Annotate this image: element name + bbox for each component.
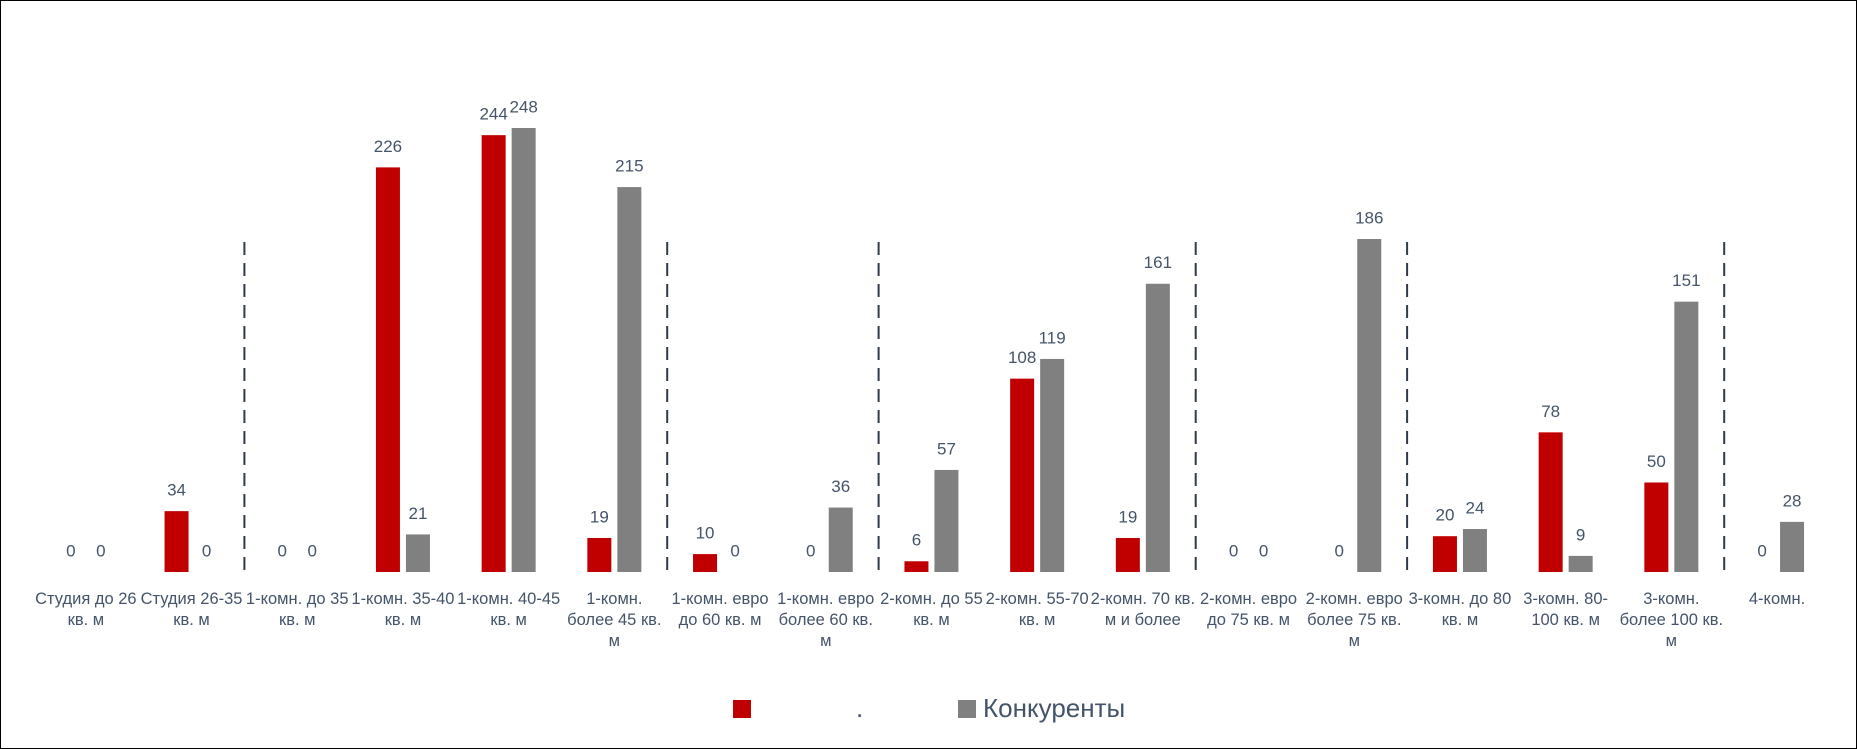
- x-tick-label: 2-комн. евро до 75 кв. м: [1199, 590, 1298, 629]
- bar: [828, 507, 853, 572]
- value-label: 0: [730, 541, 739, 560]
- bar: [617, 187, 642, 573]
- x-tick-label: 2-комн. 70 кв. м и более: [1090, 590, 1196, 629]
- bar: [481, 135, 506, 572]
- x-tick-label: 3-комн. 80-100 кв. м: [1523, 590, 1608, 629]
- x-tick-label: 1-комн. евро до 60 кв. м: [671, 590, 769, 629]
- x-tick-label: 1-комн. более 45 кв. м: [567, 590, 662, 650]
- bar: [1644, 482, 1669, 572]
- bar: [1538, 432, 1563, 572]
- value-label: 28: [1783, 491, 1802, 510]
- legend-swatch: [733, 700, 751, 718]
- value-label: 6: [912, 531, 921, 550]
- value-label: 0: [1335, 541, 1344, 560]
- value-label: 0: [96, 541, 105, 560]
- value-label: 248: [509, 97, 537, 116]
- value-label: 0: [1757, 541, 1766, 560]
- bar: [511, 128, 536, 572]
- value-label: 0: [1259, 541, 1268, 560]
- value-label: 215: [615, 157, 643, 176]
- x-tick-label: Студия до 26 кв. м: [35, 590, 137, 629]
- x-tick-label: 1-комн. евро более 60 кв. м: [777, 590, 875, 650]
- value-label: 244: [479, 105, 507, 124]
- x-tick-label: 2-комн. до 55 кв. м: [880, 590, 983, 629]
- x-tick-label: 1-комн. 35-40 кв. м: [351, 590, 455, 629]
- bar: [1462, 529, 1487, 572]
- value-label: 0: [1229, 541, 1238, 560]
- value-label: 19: [590, 507, 609, 526]
- bar: [1674, 301, 1699, 572]
- value-label: 24: [1465, 499, 1484, 518]
- value-label: 151: [1672, 271, 1700, 290]
- value-label: 21: [408, 504, 427, 523]
- x-tick-label: 1-комн. до 35 кв. м: [245, 590, 349, 629]
- legend-label: Конкуренты: [983, 693, 1126, 723]
- value-label: 226: [374, 137, 402, 156]
- value-label: 119: [1039, 328, 1066, 347]
- bar: [693, 554, 718, 572]
- value-label: 0: [278, 541, 287, 560]
- bar: [164, 511, 189, 572]
- value-label: 0: [66, 541, 75, 560]
- bar: [405, 534, 430, 572]
- value-label: 0: [806, 541, 815, 560]
- value-label: 34: [167, 481, 186, 500]
- x-tick-label: 3-комн. до 80 кв. м: [1408, 590, 1512, 629]
- bar: [1357, 239, 1382, 572]
- x-tick-label: 2-комн. евро более 75 кв. м: [1305, 590, 1403, 650]
- value-label: 108: [1008, 348, 1036, 367]
- bar: [904, 561, 929, 572]
- legend-label: .: [856, 693, 864, 723]
- x-tick-label: 3-комн. более 100 кв. м: [1619, 590, 1724, 650]
- legend-swatch: [958, 700, 976, 718]
- x-tick-label: 1-комн. 40-45 кв. м: [457, 590, 561, 629]
- x-tick-label: 4-комн.: [1748, 590, 1806, 608]
- x-tick-label: 2-комн. 55-70 кв. м: [985, 590, 1089, 629]
- value-label: 10: [696, 524, 715, 543]
- x-tick-label: Студия 26-35 кв. м: [140, 590, 243, 629]
- bar: [1010, 378, 1035, 572]
- value-label: 0: [202, 541, 211, 560]
- value-label: 50: [1647, 452, 1666, 471]
- value-label: 19: [1118, 507, 1137, 526]
- bar: [1780, 521, 1805, 572]
- value-label: 0: [308, 541, 317, 560]
- value-label: 78: [1541, 402, 1560, 421]
- bar: [1432, 536, 1457, 572]
- bar: [375, 167, 400, 573]
- bar: [1568, 555, 1593, 572]
- bar: [587, 537, 612, 572]
- bar: [1115, 537, 1140, 572]
- value-label: 161: [1144, 253, 1172, 272]
- value-label: 57: [937, 439, 956, 458]
- bar: [934, 469, 959, 572]
- bar: [1145, 283, 1170, 572]
- value-label: 9: [1576, 525, 1585, 544]
- bar: [1040, 358, 1065, 572]
- value-label: 186: [1355, 208, 1383, 227]
- value-label: 20: [1435, 506, 1454, 525]
- value-label: 36: [831, 477, 850, 496]
